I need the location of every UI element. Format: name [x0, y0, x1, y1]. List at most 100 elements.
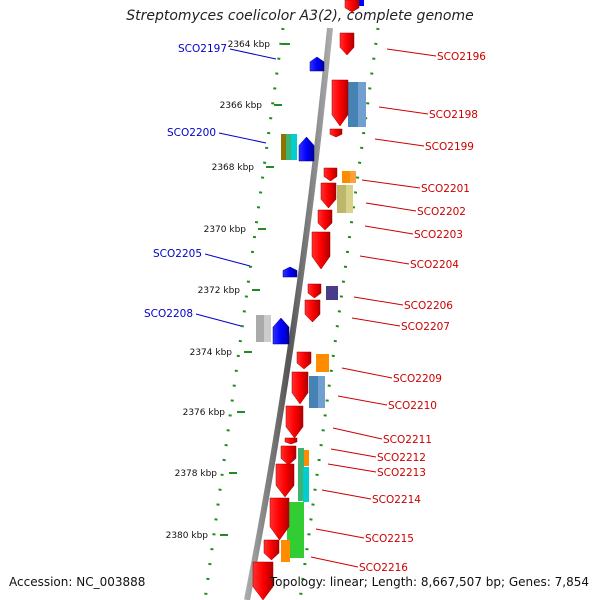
gene-leader-line: [327, 463, 377, 473]
domain-block: [303, 467, 309, 502]
domain-block: [350, 171, 356, 183]
domain-block: [264, 315, 271, 342]
forward-strand-labels: SCO2196 SCO2198 SCO2199 SCO2201 SCO2202 SCO22…: [310, 48, 486, 574]
ruler: 2364 kbp 2366 kbp 2368 kbp 2370 kbp 2372 kbp…: [166, 40, 290, 541]
gene-leader-line: [310, 556, 359, 568]
gene-label[interactable]: SCO2211: [383, 434, 432, 446]
map-title: Streptomyces coelicolor A3(2), complete …: [126, 8, 474, 24]
domain-block: [256, 315, 264, 342]
gene-leader-line: [195, 313, 242, 327]
forward-gene-arrow: [275, 463, 295, 498]
gene-label[interactable]: SCO2197: [178, 43, 227, 55]
forward-gene-arrow: [331, 79, 349, 127]
gene-label[interactable]: SCO2202: [417, 206, 466, 218]
gene-arrows: [252, 0, 360, 600]
gene-leader-line: [332, 427, 383, 440]
forward-gene-arrow: [263, 539, 280, 561]
gene-leader-line: [321, 489, 372, 500]
forward-gene-arrow: [320, 182, 337, 209]
domain-block: [286, 134, 291, 160]
gene-label[interactable]: SCO2198: [429, 109, 478, 121]
gene-label[interactable]: SCO2199: [425, 141, 474, 153]
ruler-label: 2364 kbp: [228, 40, 271, 50]
ruler-label: 2374 kbp: [190, 348, 233, 358]
domain-blocks: [256, 0, 366, 562]
forward-gene-arrow: [291, 371, 309, 405]
domain-block: [309, 376, 318, 408]
gene-leader-line: [218, 132, 267, 144]
reverse-gene-arrow: [282, 266, 298, 278]
forward-gene-arrow: [307, 283, 322, 299]
domain-block: [287, 502, 304, 558]
gene-label[interactable]: SCO2215: [365, 533, 414, 545]
domain-block: [281, 540, 290, 562]
gene-leader-line: [365, 202, 417, 212]
guide-lines: [203, 27, 380, 600]
gene-label[interactable]: SCO2213: [377, 467, 426, 479]
gene-label[interactable]: SCO2208: [144, 308, 193, 320]
forward-gene-arrow: [252, 561, 274, 600]
ruler-label: 2378 kbp: [175, 469, 218, 479]
gene-label[interactable]: SCO2209: [393, 373, 442, 385]
domain-block: [346, 185, 353, 213]
gene-leader-line: [337, 395, 388, 406]
gene-label[interactable]: SCO2212: [377, 452, 426, 464]
forward-gene-arrow: [317, 209, 333, 231]
domain-block: [291, 134, 297, 160]
forward-gene-arrow: [329, 128, 343, 138]
ruler-label: 2370 kbp: [204, 225, 247, 235]
forward-gene-arrow: [296, 351, 312, 370]
reverse-gene-arrow: [309, 56, 325, 72]
gene-label[interactable]: SCO2201: [421, 183, 470, 195]
forward-gene-arrow: [323, 167, 338, 182]
gene-label[interactable]: SCO2204: [410, 259, 459, 271]
gene-leader-line: [386, 48, 437, 57]
gene-label[interactable]: SCO2206: [404, 300, 453, 312]
reverse-strand-labels: SCO2197 SCO2200 SCO2205 SCO2208: [144, 43, 277, 327]
domain-block: [316, 354, 329, 372]
gene-leader-line: [378, 106, 429, 115]
forward-gene-arrow: [269, 497, 290, 541]
gene-leader-line: [374, 138, 425, 147]
ruler-label: 2376 kbp: [183, 408, 226, 418]
ruler-label: 2380 kbp: [166, 531, 209, 541]
accession-text: Accession: NC_003888: [9, 575, 146, 589]
gene-leader-line: [229, 48, 277, 60]
gene-label[interactable]: SCO2207: [401, 321, 450, 333]
gene-label[interactable]: SCO2216: [359, 562, 408, 574]
gene-leader-line: [353, 296, 404, 306]
gene-label[interactable]: SCO2196: [437, 51, 486, 63]
gene-label[interactable]: SCO2203: [414, 229, 463, 241]
domain-block: [298, 448, 304, 501]
gene-label[interactable]: SCO2205: [153, 248, 202, 260]
chromosome-backbone: [244, 27, 333, 600]
domain-block: [337, 185, 346, 213]
guide-line: [203, 27, 285, 600]
ruler-label: 2366 kbp: [220, 101, 263, 111]
reverse-gene-arrow: [272, 317, 290, 345]
gene-leader-line: [364, 225, 414, 235]
domain-block: [304, 450, 309, 466]
gene-leader-line: [351, 317, 401, 327]
domain-block: [326, 286, 338, 300]
gene-leader-line: [341, 367, 393, 379]
guide-line: [298, 27, 380, 600]
gene-label[interactable]: SCO2200: [167, 127, 216, 139]
gene-label[interactable]: SCO2214: [372, 494, 421, 506]
gene-leader-line: [359, 255, 410, 265]
gene-leader-line: [361, 179, 421, 189]
domain-block: [342, 171, 350, 183]
gene-leader-line: [330, 448, 377, 458]
forward-gene-arrow: [311, 231, 331, 270]
forward-gene-arrow: [280, 445, 297, 466]
forward-gene-arrow: [344, 0, 360, 13]
forward-gene-arrow: [304, 299, 321, 323]
ruler-label: 2368 kbp: [212, 163, 255, 173]
gene-leader-line: [315, 528, 365, 539]
gene-leader-line: [204, 253, 251, 267]
gene-label[interactable]: SCO2210: [388, 400, 437, 412]
forward-gene-arrow: [284, 437, 298, 445]
domain-block: [358, 82, 366, 127]
domain-block: [281, 134, 286, 160]
